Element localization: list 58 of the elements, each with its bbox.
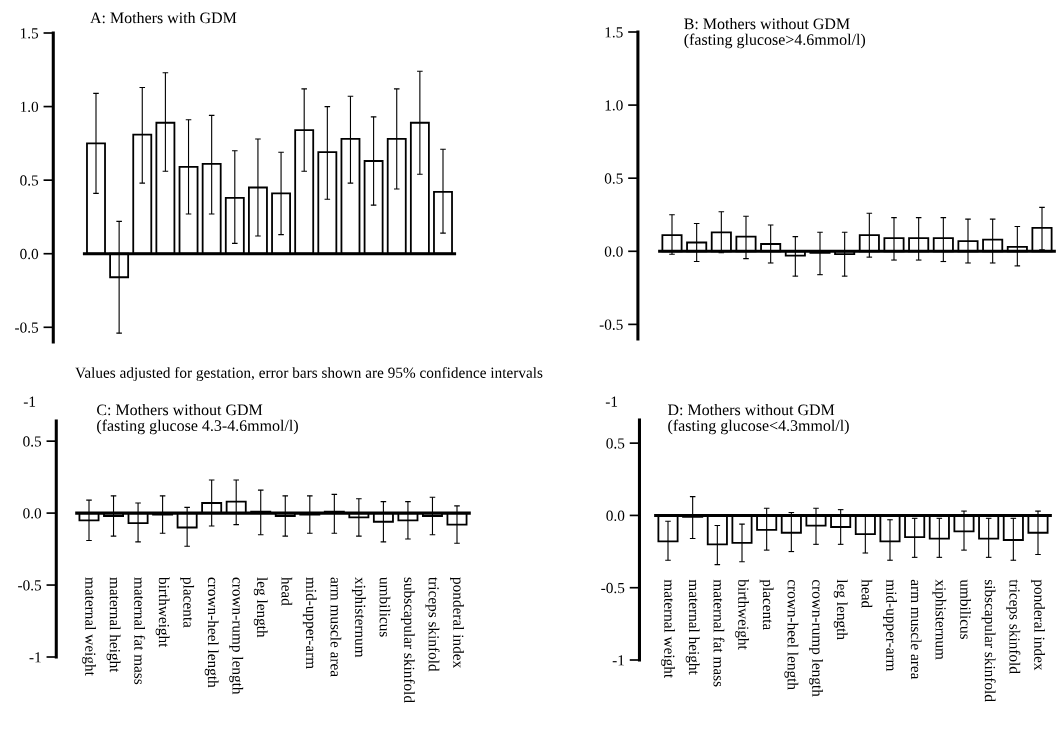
chart-subtitle: (fasting glucose 4.3-4.6mmol/l) — [97, 419, 298, 435]
x-tick-label: leg length — [833, 579, 848, 640]
y-tick-label: 0.0 — [20, 248, 39, 260]
y-tick-label: 0.0 — [606, 510, 625, 521]
x-tick-label: xiphisternum — [932, 579, 947, 660]
x-tick-label: triceps skinfold — [425, 577, 440, 672]
y-tick-label: -0.5 — [601, 582, 625, 594]
text: Values adjusted for gestation, error bars shown are 95% confidence intervals — [75, 366, 543, 382]
y-tick-label: -1 — [29, 652, 41, 663]
y-tick-label: 0.0 — [23, 508, 42, 519]
x-tick-label: arm muscle area — [910, 579, 922, 680]
y-tick-label: 0.5 — [604, 173, 623, 184]
x-tick-label: birthweight — [735, 579, 749, 650]
x-tick-label: crown-heel length — [204, 577, 219, 688]
x-tick-label: maternal weight — [661, 579, 675, 679]
x-tick-label: subscapular skinfold — [400, 577, 415, 703]
chart-title: A: Mothers with GDM — [90, 12, 237, 24]
y-tick-label: 1.0 — [20, 101, 39, 113]
x-tick-label: arm muscle area — [330, 577, 342, 677]
x-tick-label: maternal fat mass — [713, 579, 725, 687]
x-tick-label: umbilicus — [379, 577, 391, 637]
x-tick-label: umbilicus — [960, 579, 971, 640]
y-tick-label: 0.5 — [606, 438, 625, 449]
x-tick-label: sibscapular skinfold — [981, 579, 996, 702]
y-tick-label: -0.5 — [15, 322, 39, 333]
y-tick-label: -0.5 — [599, 319, 623, 330]
x-tick-label: crown-rump length — [229, 577, 244, 695]
chart-subtitle: (fasting glucose<4.3mmol/l) — [668, 419, 849, 435]
y-tick-label: -1 — [612, 655, 624, 666]
x-tick-label: mid-upper-arm — [302, 577, 317, 669]
y-tick-label: 1.0 — [605, 100, 623, 111]
y-tick-label: -0.5 — [18, 580, 42, 591]
x-tick-label: crown-heel length — [784, 579, 799, 690]
x-tick-label: ponderal index — [1031, 579, 1045, 671]
chart-title: C: Mothers without GDM — [97, 404, 263, 416]
y-tick-label: 0.0 — [604, 246, 623, 257]
x-tick-label: head — [861, 579, 873, 608]
x-tick-label: birthweight — [155, 576, 170, 648]
x-tick-label: mid-upper-arm — [883, 579, 897, 672]
y-tick-label: 0.5 — [23, 436, 42, 447]
x-tick-label: maternal fat mass — [134, 577, 146, 685]
y-tick-label: 1.5 — [20, 28, 39, 39]
x-tick-label: maternal height — [106, 577, 121, 673]
chart-title: B: Mothers without GDM — [684, 18, 850, 30]
x-tick-label: ponderal index — [450, 577, 464, 669]
y-tick-label: 0.5 — [20, 175, 39, 186]
x-tick-label: crown-rump length — [809, 579, 823, 697]
x-tick-label: maternal weight — [82, 577, 96, 676]
x-tick-label: placenta — [759, 579, 774, 630]
chart-subtitle: (fasting glucose>4.6mmol/l) — [684, 33, 866, 49]
x-tick-label: head — [281, 577, 293, 606]
x-tick-label: maternal height — [685, 579, 700, 675]
x-tick-label: xiphisternum — [351, 577, 366, 658]
x-tick-label: placenta — [180, 577, 195, 628]
x-tick-label: triceps skinfold — [1006, 579, 1021, 674]
y-tick-label: 1.5 — [605, 27, 623, 38]
x-tick-label: leg length — [253, 577, 268, 638]
chart-title: D: Mothers without GDM — [667, 404, 835, 416]
